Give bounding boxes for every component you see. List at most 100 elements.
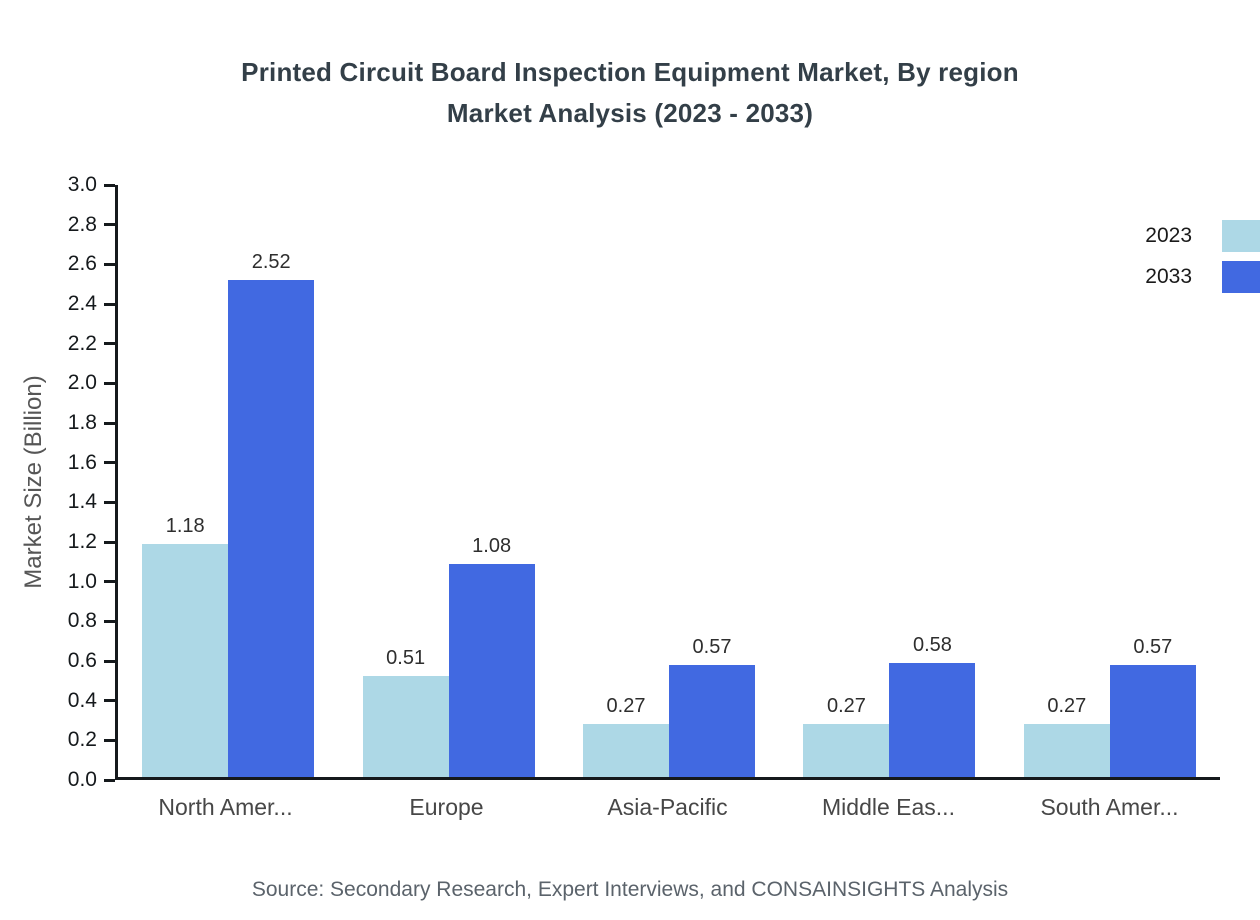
- legend-item: 2033: [1145, 261, 1260, 293]
- bar-2033: [669, 664, 756, 777]
- y-tick: 2.8: [68, 213, 115, 237]
- chart-title: Printed Circuit Board Inspection Equipme…: [0, 52, 1260, 134]
- bar-2023: [1023, 723, 1110, 777]
- y-tick: 1.6: [68, 451, 115, 475]
- bar-group: 1.18 2.52: [118, 185, 338, 777]
- bar-value-label: 0.27: [1047, 694, 1087, 717]
- bar-wrap: 0.57: [669, 185, 756, 777]
- y-tick-label: 0.0: [67, 768, 97, 791]
- bar-value-label: 1.18: [165, 515, 205, 538]
- y-tick-mark: [104, 262, 115, 266]
- x-axis-label: Middle Eas...: [822, 794, 955, 820]
- bar-2033: [228, 279, 315, 777]
- y-tick-label: 2.2: [67, 331, 97, 355]
- y-tick: 2.4: [68, 292, 115, 316]
- bar-wrap: 0.27: [803, 185, 890, 777]
- y-tick-mark: [104, 421, 115, 425]
- bar-wrap: 0.58: [889, 185, 976, 777]
- y-tick-label: 1.0: [67, 569, 97, 593]
- y-tick-label: 2.4: [67, 292, 97, 315]
- bar-group: 0.27 0.57: [1000, 185, 1220, 777]
- y-tick: 2.0: [68, 371, 115, 395]
- bar-value-label: 2.52: [251, 250, 291, 273]
- y-tick-mark: [104, 659, 115, 663]
- legend-item: 2023: [1145, 220, 1260, 252]
- y-tick-mark: [104, 183, 115, 187]
- x-axis-labels: North Amer... Europe Asia-Pacific Middle Ea…: [115, 794, 1220, 821]
- bar-wrap: 0.57: [1109, 185, 1196, 777]
- bar-groups: 1.18 2.52 0.51 1.08 0.27 0.57 0.27 0.58 0.27 0.57: [118, 185, 1220, 777]
- y-tick-mark: [104, 738, 115, 742]
- plot-area: 1.18 2.52 0.51 1.08 0.27 0.57 0.27 0.58 0.27 0.57: [115, 185, 1220, 780]
- y-tick-label: 1.2: [67, 530, 97, 553]
- chart-title-line-2: Market Analysis (2023 - 2033): [446, 98, 814, 128]
- y-tick-label: 2.6: [67, 252, 97, 276]
- x-axis-label: South Amer...: [1040, 794, 1179, 820]
- y-tick-mark: [104, 699, 115, 703]
- bar-group: 0.51 1.08: [338, 185, 558, 777]
- bar-group: 0.27 0.57: [559, 185, 779, 777]
- y-tick-mark: [104, 619, 115, 623]
- bar-2023: [583, 723, 670, 777]
- y-tick: 1.0: [68, 570, 115, 594]
- y-tick: 0.4: [68, 689, 115, 713]
- y-tick-mark: [104, 500, 115, 504]
- y-tick-label: 0.4: [67, 688, 97, 712]
- bar-value-label: 0.57: [1133, 635, 1173, 658]
- y-axis: 0.0 0.2 0.4 0.6 0.8 1.0 1.2 1.4 1.6 1.8 2.0 2.2 2.4 2…: [0, 173, 115, 791]
- legend-swatch: [1222, 220, 1260, 252]
- y-tick: 0.6: [68, 649, 115, 673]
- legend-label: 2023: [1145, 224, 1192, 247]
- y-tick-mark: [104, 540, 115, 544]
- y-tick: 1.8: [68, 411, 115, 435]
- y-tick: 3.0: [68, 173, 115, 197]
- y-tick-label: 1.6: [67, 450, 97, 474]
- bar-value-label: 0.27: [826, 694, 866, 717]
- bar-wrap: 0.27: [1023, 185, 1110, 777]
- y-tick: 1.2: [68, 530, 115, 554]
- source-note: Source: Secondary Research, Expert Inter…: [251, 878, 1009, 901]
- bar-2023: [362, 676, 449, 777]
- bar-value-label: 0.58: [912, 633, 952, 656]
- x-axis-label: Asia-Pacific: [607, 794, 728, 820]
- y-tick-mark: [104, 302, 115, 306]
- bar-wrap: 1.08: [448, 185, 535, 777]
- bar-value-label: 0.51: [386, 647, 426, 670]
- bar-2033: [448, 563, 535, 777]
- legend-label: 2033: [1145, 265, 1192, 288]
- y-tick: 2.2: [68, 332, 115, 356]
- bar-wrap: 1.18: [142, 185, 229, 777]
- y-tick-mark: [104, 342, 115, 346]
- bar-group: 0.27 0.58: [779, 185, 999, 777]
- chart-title-line-1: Printed Circuit Board Inspection Equipme…: [241, 57, 1019, 87]
- bar-wrap: 2.52: [228, 185, 315, 777]
- y-tick: 2.6: [68, 252, 115, 276]
- bar-2023: [803, 723, 890, 777]
- y-tick-mark: [104, 778, 115, 782]
- y-tick-mark: [104, 223, 115, 227]
- bar-2023: [142, 544, 229, 777]
- y-tick-label: 0.6: [67, 649, 97, 672]
- x-axis-label: Europe: [409, 794, 484, 820]
- bar-wrap: 0.51: [362, 185, 449, 777]
- y-tick-label: 1.4: [67, 490, 97, 514]
- x-axis-label: North Amer...: [158, 794, 293, 820]
- y-tick-label: 1.8: [67, 411, 97, 434]
- y-tick-mark: [104, 381, 115, 385]
- y-tick-mark: [104, 580, 115, 584]
- y-tick-label: 0.2: [67, 728, 97, 752]
- y-tick-label: 2.0: [67, 371, 97, 395]
- bar-wrap: 0.27: [583, 185, 670, 777]
- bar-2033: [889, 662, 976, 777]
- y-tick-label: 0.8: [67, 609, 97, 633]
- y-tick: 1.4: [68, 490, 115, 514]
- y-tick-label: 2.8: [67, 212, 97, 236]
- bar-value-label: 0.27: [606, 694, 646, 717]
- bar-2033: [1109, 664, 1196, 777]
- legend-swatch: [1222, 261, 1260, 293]
- legend: 2023 2033: [1145, 220, 1260, 293]
- y-tick-label: 3.0: [67, 173, 97, 196]
- bar-value-label: 1.08: [472, 534, 512, 557]
- y-tick-mark: [104, 461, 115, 465]
- y-tick: 0.0: [68, 768, 115, 792]
